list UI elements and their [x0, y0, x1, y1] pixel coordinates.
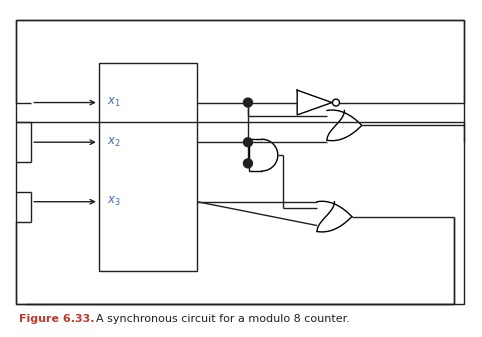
Text: $x_1$: $x_1$: [107, 96, 120, 109]
Text: A synchronous circuit for a modulo 8 counter.: A synchronous circuit for a modulo 8 cou…: [89, 313, 349, 324]
Text: $x_3$: $x_3$: [107, 195, 120, 208]
Text: $x_2$: $x_2$: [107, 136, 120, 149]
Text: Figure 6.33.: Figure 6.33.: [19, 313, 95, 324]
Circle shape: [243, 138, 253, 147]
Circle shape: [243, 159, 253, 168]
Circle shape: [243, 98, 253, 107]
Bar: [99, 63, 197, 271]
Bar: [16, 20, 464, 304]
